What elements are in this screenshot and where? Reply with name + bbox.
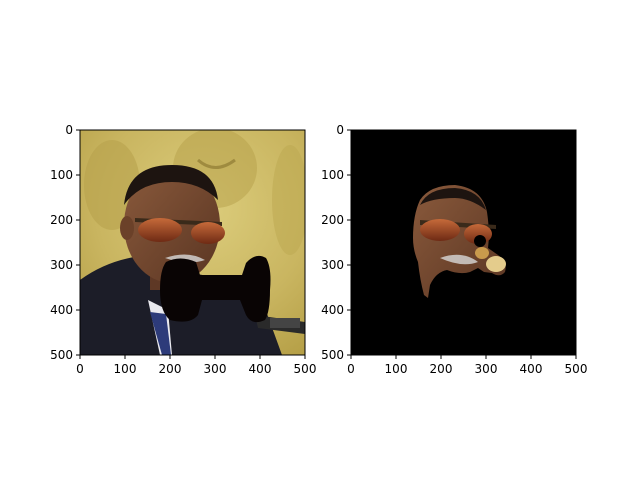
left-x-tick-label: 500 bbox=[294, 362, 317, 376]
left-y-tick-label: 300 bbox=[50, 258, 73, 272]
right-axes-frame bbox=[350, 129, 577, 356]
left-y-tick-label: 100 bbox=[50, 168, 73, 182]
left-x-tick-label: 100 bbox=[114, 362, 137, 376]
right-y-tick-label: 100 bbox=[321, 168, 344, 182]
left-x-tick-label: 200 bbox=[159, 362, 182, 376]
right-y-tick-label: 400 bbox=[321, 303, 344, 317]
right-x-tick-label: 500 bbox=[565, 362, 588, 376]
left-y-tick-label: 400 bbox=[50, 303, 73, 317]
left-y-tick-label: 0 bbox=[65, 123, 73, 137]
left-x-tick-label: 0 bbox=[76, 362, 84, 376]
right-panel-image bbox=[351, 130, 576, 355]
left-x-tick-label: 400 bbox=[249, 362, 272, 376]
left-y-tick-label: 200 bbox=[50, 213, 73, 227]
left-panel-image bbox=[80, 130, 305, 355]
right-x-tick-label: 100 bbox=[385, 362, 408, 376]
right-y-tick-label: 300 bbox=[321, 258, 344, 272]
left-y-tick-label: 500 bbox=[50, 348, 73, 362]
right-y-tick-label: 200 bbox=[321, 213, 344, 227]
right-x-tick-label: 400 bbox=[520, 362, 543, 376]
right-x-tick-label: 200 bbox=[430, 362, 453, 376]
right-y-tick-label: 0 bbox=[336, 123, 344, 137]
right-x-tick-label: 300 bbox=[475, 362, 498, 376]
left-x-tick-label: 300 bbox=[204, 362, 227, 376]
right-x-tick-label: 0 bbox=[347, 362, 355, 376]
right-y-tick-label: 500 bbox=[321, 348, 344, 362]
left-axes-frame bbox=[79, 129, 306, 356]
